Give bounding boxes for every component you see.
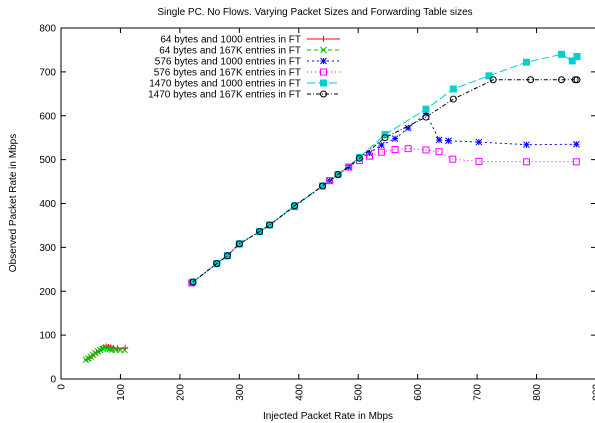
data-point (319, 182, 327, 190)
data-point (256, 228, 264, 236)
data-point (475, 157, 483, 165)
series-layer (82, 50, 581, 364)
chart-title: Single PC. No Flows. Varying Packet Size… (157, 7, 472, 18)
legend-label: 576 bytes and 1000 entries in FT (155, 57, 301, 68)
data-point (391, 135, 399, 142)
data-point (378, 141, 385, 149)
data-point (449, 95, 457, 103)
data-point (326, 177, 334, 185)
data-point (485, 72, 493, 80)
data-point (291, 202, 299, 210)
y-tick-label: 500 (39, 155, 56, 166)
x-tick-label: 600 (413, 384, 424, 401)
y-axis-label: Observed Packet Rate in Mbps (8, 134, 19, 272)
data-point (391, 146, 399, 154)
data-point (345, 163, 353, 171)
plot-frame (60, 27, 595, 380)
x-tick-label: 700 (473, 384, 484, 401)
data-point (568, 57, 576, 65)
x-tick-label: 400 (294, 384, 305, 401)
data-point (445, 137, 452, 145)
x-axis-label: Injected Packet Rate in Mbps (263, 411, 393, 422)
legend-label: 64 bytes and 1000 entries in FT (160, 35, 301, 46)
data-point (435, 148, 443, 156)
data-point (489, 76, 497, 84)
legend-label: 1470 bytes and 1000 entries in FT (149, 79, 301, 90)
y-tick-label: 700 (39, 67, 56, 78)
data-point (422, 105, 430, 113)
data-point (422, 113, 430, 121)
data-point (381, 134, 389, 142)
x-tick-label: 500 (354, 384, 365, 401)
data-point (523, 141, 530, 149)
data-point (112, 346, 120, 354)
legend-swatch-marker (320, 36, 327, 42)
data-point (104, 344, 111, 352)
series-4 (188, 145, 580, 287)
data-point (101, 344, 109, 352)
data-point (558, 76, 566, 84)
x-tick-label: 100 (116, 384, 127, 401)
data-point (422, 146, 430, 154)
y-tick-label: 0 (50, 375, 56, 386)
legend-swatch-marker (320, 79, 327, 87)
series-6 (189, 76, 581, 286)
data-point (404, 145, 412, 153)
data-point (522, 58, 530, 66)
series-line (191, 148, 577, 284)
data-point (422, 110, 430, 117)
legend-swatch-marker (320, 90, 327, 98)
data-point (121, 346, 128, 354)
data-point (366, 152, 374, 160)
x-tick-label: 300 (235, 384, 246, 401)
data-point (558, 50, 566, 58)
y-tick-label: 600 (39, 111, 56, 122)
y-tick-label: 800 (39, 24, 56, 35)
axis-ticks: 0 100 200 300 400 500 600 700 800 0 100 200 300 400 50… (39, 24, 595, 401)
data-point (435, 136, 443, 144)
data-point (266, 221, 274, 229)
data-point (223, 252, 231, 260)
data-point (345, 163, 353, 171)
x-tick-label: 0 (57, 384, 68, 390)
y-tick-label: 200 (39, 287, 56, 298)
x-tick-label: 900 (592, 384, 595, 401)
legend-swatch-marker (320, 46, 327, 54)
data-point (573, 53, 581, 61)
data-point (235, 240, 243, 248)
data-point (522, 158, 530, 166)
data-point (449, 85, 457, 93)
legend-label: 64 bytes and 167K entries in FT (159, 46, 301, 57)
data-point (572, 158, 580, 166)
data-point (449, 155, 457, 163)
series-line (192, 79, 577, 283)
data-point (475, 138, 483, 146)
y-tick-label: 100 (39, 331, 56, 342)
x-tick-label: 200 (175, 384, 186, 401)
data-point (213, 260, 221, 268)
data-point (189, 278, 197, 286)
y-tick-label: 300 (39, 243, 56, 254)
series-2 (82, 344, 128, 364)
x-tick-label: 800 (532, 384, 543, 401)
data-point (355, 154, 363, 162)
series-line (191, 112, 577, 284)
legend-swatch-marker (320, 68, 327, 76)
data-point (527, 76, 535, 84)
data-point (334, 171, 342, 179)
legend-swatch-marker (320, 57, 327, 65)
data-point (573, 76, 581, 84)
data-point (106, 345, 114, 353)
legend-label: 576 bytes and 167K entries in FT (154, 68, 301, 79)
legend-label: 1470 bytes and 167K entries in FT (148, 90, 301, 101)
y-tick-label: 400 (39, 199, 56, 210)
data-point (377, 148, 385, 156)
data-point (404, 124, 412, 132)
data-point (573, 140, 580, 148)
